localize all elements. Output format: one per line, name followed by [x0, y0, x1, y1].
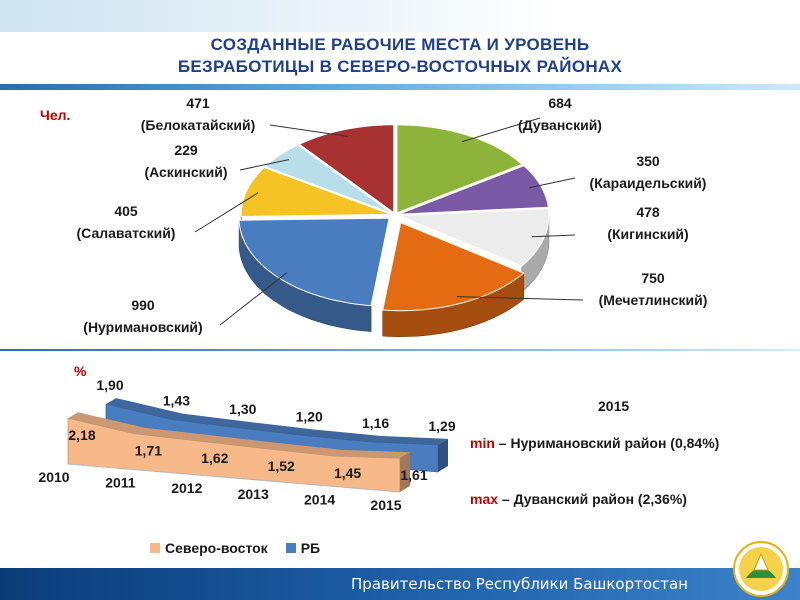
area-rb-label-1: 1,43 [163, 393, 190, 409]
title-line-1: СОЗДАННЫЕ РАБОЧИЕ МЕСТА И УРОВЕНЬ [210, 35, 590, 54]
area-year-tick-0: 2010 [38, 469, 69, 485]
area-floor-line [67, 463, 401, 493]
pie-value-label-5: 405 [114, 203, 138, 219]
area-side-0 [400, 452, 410, 492]
pie-category-label-7: (Белокатайский) [141, 117, 255, 133]
notes-max-text: – Дуванский район (2,36%) [498, 491, 687, 507]
area-rb-label-2: 1,30 [229, 401, 256, 417]
pie-slice-7 [298, 124, 395, 214]
pie-category-label-6: (Аскинский) [144, 164, 227, 180]
area-legend: Северо-восток РБ [150, 540, 320, 556]
pie-category-label-0: (Дуванский) [518, 117, 602, 133]
area-northeast-label-2: 1,62 [201, 450, 228, 466]
pie-value-label-2: 478 [636, 204, 660, 220]
pie-leader-line-0 [462, 117, 541, 143]
legend-item-rb: РБ [285, 540, 321, 556]
legend-swatch-rb [285, 543, 296, 553]
pie-chart: Чел. 684 (Дуванский) 350 (Караидельский) 478… [40, 95, 708, 338]
notes-min: min – Нуримановский район (0,84%) [470, 435, 719, 451]
pie-category-label-5: (Салаватский) [77, 225, 176, 241]
title-line-2: БЕЗРАБОТИЦЫ В СЕВЕРО-ВОСТОЧНЫХ РАЙОНАХ [177, 57, 623, 76]
pie-value-label-0: 684 [548, 95, 572, 111]
area-year-tick-1: 2011 [105, 475, 136, 491]
area-year-tick-5: 2015 [370, 497, 401, 513]
page-title: СОЗДАННЫЕ РАБОЧИЕ МЕСТА И УРОВЕНЬ БЕЗРАБ… [0, 34, 800, 78]
area-northeast-label-1: 1,71 [135, 443, 162, 459]
area-northeast-label-4: 1,45 [334, 465, 361, 481]
area-year-tick-2: 2012 [171, 480, 202, 496]
pie-slice-3 [382, 222, 525, 312]
pie-category-label-4: (Нуримановский) [83, 319, 202, 335]
legend-swatch-northeast [150, 543, 160, 553]
area-year-tick-4: 2014 [304, 491, 335, 507]
legend-label-northeast: Северо-восток [165, 540, 268, 556]
pie-leader-line-5 [194, 192, 259, 233]
pie-slice-5 [240, 166, 392, 217]
area-rb-label-0: 1,90 [96, 377, 123, 393]
section-divider [0, 349, 800, 351]
pie-slice-4 [238, 217, 390, 307]
pie-unit-label: Чел. [40, 107, 70, 123]
pie-category-label-3: (Мечетлинский) [599, 292, 708, 308]
pie-value-label-4: 990 [131, 297, 155, 313]
pie-leader-line-6 [239, 159, 289, 171]
area-rb-label-5: 1,29 [428, 418, 455, 434]
area-northeast-label-3: 1,52 [268, 458, 295, 474]
footer-text: Правительство Республики Башкортостан [351, 575, 688, 593]
area-year-tick-3: 2013 [238, 486, 269, 502]
pie-leader-line-1 [529, 177, 576, 189]
legend-item-northeast: Северо-восток [150, 540, 268, 556]
title-underline [0, 84, 800, 90]
area-rb-label-4: 1,16 [362, 415, 389, 431]
area-northeast-label-0: 2,18 [68, 427, 95, 443]
notes-min-keyword: min [470, 435, 495, 451]
pie-category-label-2: (Кигинский) [607, 226, 688, 242]
notes-max: max – Дуванский район (2,36%) [470, 491, 687, 507]
area-unit-label: % [74, 363, 87, 379]
pie-leader-line-3 [456, 296, 584, 301]
pie-value-label-7: 471 [186, 95, 210, 111]
pie-slice-2 [398, 208, 550, 267]
notes-year: 2015 [598, 398, 630, 414]
area-chart: % 1,90 1,43 1,30 1,20 1,16 1,29 2,18 1,71 1,62 1,… [38, 363, 455, 513]
pie-value-label-3: 750 [641, 270, 665, 286]
area-northeast-label-5: 1,61 [400, 467, 427, 483]
pie-value-label-6: 229 [174, 142, 198, 158]
area-top-0 [68, 412, 410, 459]
notes-min-text: – Нуримановский район (0,84%) [494, 435, 720, 451]
area-rb-label-3: 1,20 [296, 409, 323, 425]
area-top-1 [106, 398, 448, 445]
pie-value-label-1: 350 [636, 153, 660, 169]
header-band [0, 0, 800, 32]
footer-bar [0, 568, 800, 600]
pie-leader-line-4 [219, 272, 288, 326]
pie-slice-6 [264, 144, 393, 214]
pie-category-label-1: (Караидельский) [590, 175, 707, 191]
pie-slice-0 [396, 124, 523, 214]
area-side-1 [438, 438, 448, 472]
pie-leader-line-7 [269, 124, 348, 137]
bashkortostan-emblem-icon [733, 541, 789, 597]
legend-label-rb: РБ [300, 540, 321, 556]
pie-leader-line-2 [531, 234, 576, 238]
notes-max-keyword: max [470, 491, 499, 507]
